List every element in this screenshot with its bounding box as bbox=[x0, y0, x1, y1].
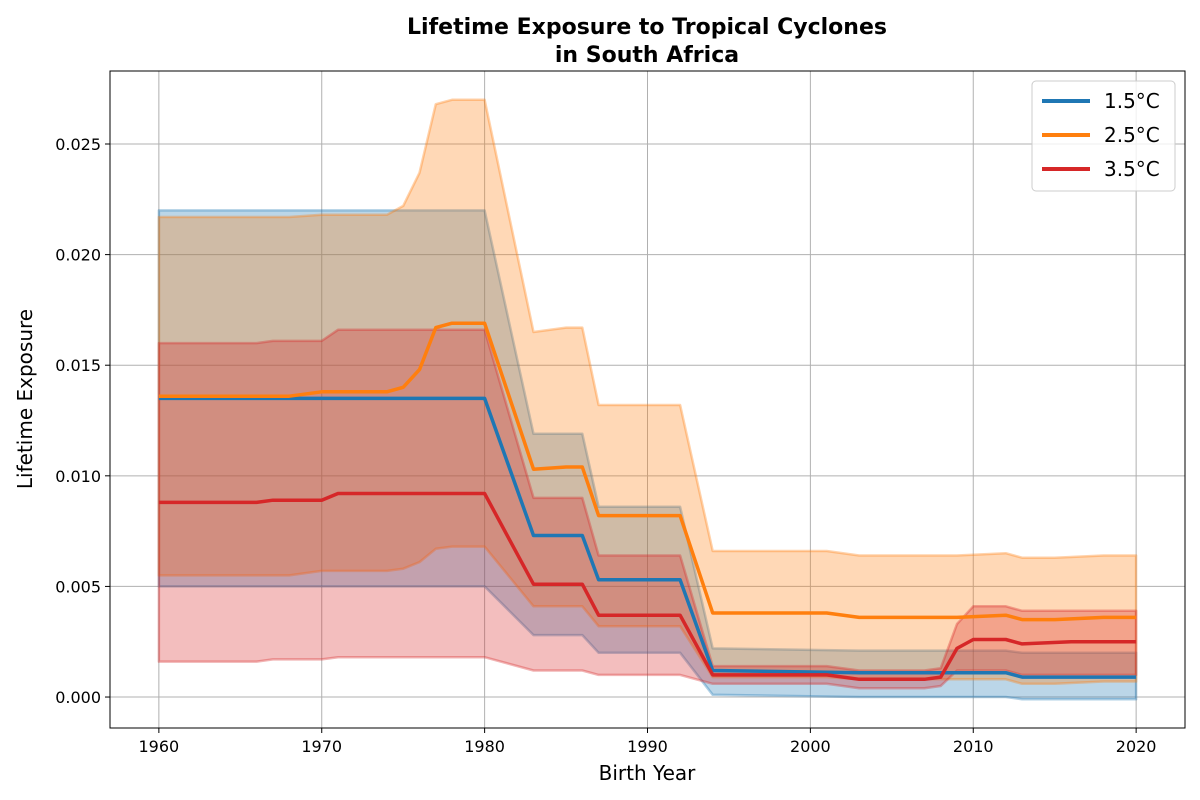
y-tick-label-3: 0.015 bbox=[55, 356, 101, 375]
line-series-0 bbox=[158, 396, 1137, 679]
line-series-2 bbox=[158, 491, 1137, 682]
y-tick-label-0: 0.000 bbox=[55, 688, 101, 707]
legend-box bbox=[1031, 80, 1176, 192]
legend-label-1: 2.5°C bbox=[1104, 123, 1160, 147]
y-tick-label-2: 0.010 bbox=[55, 467, 101, 486]
y-tick-label-5: 0.025 bbox=[55, 135, 101, 154]
x-tick-label-2010: 2010 bbox=[953, 737, 994, 756]
x-tick-label-1970: 1970 bbox=[301, 737, 342, 756]
legend-label-2: 3.5°C bbox=[1104, 157, 1160, 181]
x-tick-label-2020: 2020 bbox=[1116, 737, 1157, 756]
chart-title-line-1: Lifetime Exposure to Tropical Cyclones bbox=[407, 15, 887, 40]
band-series-0 bbox=[157, 209, 1138, 701]
y-axis-label: Lifetime Exposure bbox=[13, 309, 37, 489]
x-tick-label-2000: 2000 bbox=[790, 737, 831, 756]
y-axis: 0.000 0.005 0.010 0.015 0.020 0.025 bbox=[55, 135, 110, 707]
y-tick-label-1: 0.005 bbox=[55, 577, 101, 596]
x-axis-label: Birth Year bbox=[599, 761, 696, 785]
chart-title-line-2: in South Africa bbox=[555, 43, 739, 68]
band-series-2 bbox=[157, 328, 1138, 690]
y-tick-label-4: 0.020 bbox=[55, 246, 101, 265]
band-series-1 bbox=[157, 98, 1138, 686]
x-tick-label-1990: 1990 bbox=[627, 737, 668, 756]
legend-label-0: 1.5°C bbox=[1104, 89, 1160, 113]
x-tick-label-1960: 1960 bbox=[139, 737, 180, 756]
line-series-1 bbox=[158, 321, 1137, 622]
x-axis: 1960 1970 1980 1990 2000 2010 2020 bbox=[139, 728, 1157, 756]
confidence-bands bbox=[157, 98, 1138, 701]
series-lines bbox=[158, 321, 1137, 682]
legend: 1.5°C 2.5°C 3.5°C bbox=[1031, 80, 1176, 192]
x-tick-label-1980: 1980 bbox=[464, 737, 505, 756]
